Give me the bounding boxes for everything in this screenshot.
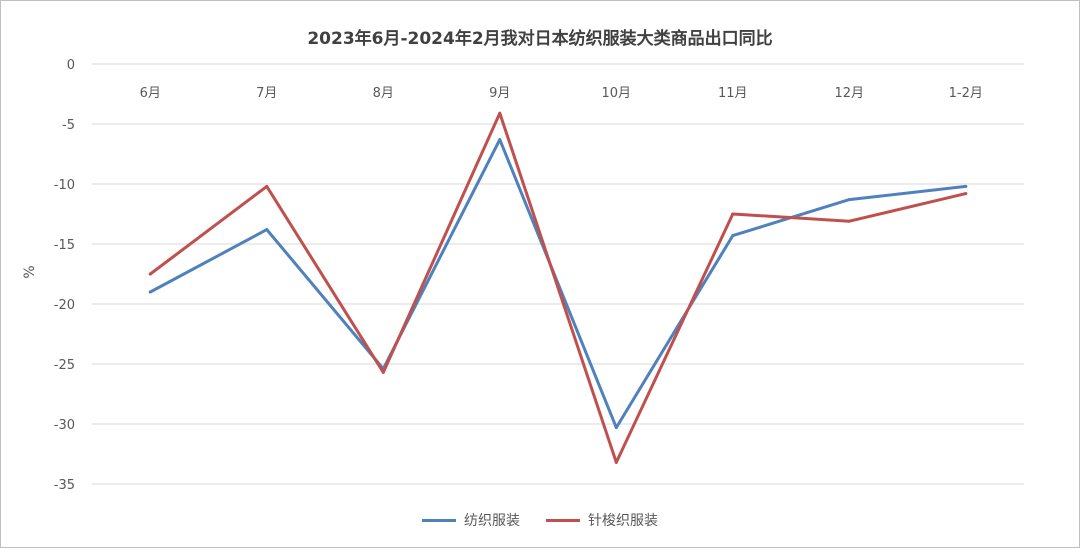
x-axis-ticks: 6月 7月 8月 9月 10月 11月 12月 1-2月	[140, 86, 983, 101]
x-tick-label-1: 7月	[256, 86, 277, 101]
y-tick-label-1: -5	[62, 118, 75, 133]
x-tick-label-4: 10月	[601, 86, 631, 101]
y-axis-ticks: 0 -5 -10 -15 -20 -25 -30 -35	[54, 58, 75, 493]
x-tick-label-0: 6月	[140, 86, 161, 101]
y-axis-label: %	[22, 265, 38, 278]
series-0-point-1	[265, 228, 269, 232]
series-0-point-6	[847, 198, 851, 202]
y-tick-label-0: 0	[67, 58, 75, 73]
series-1-point-2	[381, 370, 385, 374]
series-1-point-0	[148, 272, 152, 276]
y-tick-label-2: -10	[54, 178, 75, 193]
y-tick-label-3: -15	[54, 238, 75, 253]
series-0-point-7	[964, 184, 968, 188]
x-tick-label-5: 11月	[718, 86, 748, 101]
legend-swatch-1	[546, 518, 580, 522]
series-line-1	[148, 111, 968, 464]
legend-item-0: 纺织服装	[422, 510, 520, 530]
series-1-point-4	[614, 460, 618, 464]
series-1-point-5	[731, 212, 735, 216]
legend: 纺织服装 针梭织服装	[0, 510, 1080, 530]
series-0-point-4	[614, 426, 618, 430]
legend-label-0: 纺织服装	[464, 513, 520, 529]
y-tick-label-7: -35	[54, 478, 75, 493]
legend-label-1: 针梭织服装	[588, 513, 658, 529]
x-tick-label-6: 12月	[834, 86, 864, 101]
gridlines	[92, 63, 1024, 485]
series-0-point-0	[148, 290, 152, 294]
series-1-point-3	[498, 111, 502, 115]
series-0-point-3	[498, 138, 502, 142]
series-1-point-6	[847, 219, 851, 223]
series-1-point-1	[265, 184, 269, 188]
x-tick-label-7: 1-2月	[949, 86, 983, 101]
chart-title: 2023年6月-2024年2月我对日本纺织服装大类商品出口同比	[307, 29, 773, 49]
series-0-point-5	[731, 234, 735, 238]
x-tick-label-2: 8月	[373, 86, 394, 101]
y-tick-label-4: -20	[54, 298, 75, 313]
series-1-point-7	[964, 192, 968, 196]
series-lines	[148, 111, 968, 464]
y-tick-label-6: -30	[54, 418, 75, 433]
x-tick-label-3: 9月	[489, 86, 510, 101]
y-tick-label-5: -25	[54, 358, 75, 373]
legend-swatch-0	[422, 518, 456, 522]
legend-item-1: 针梭织服装	[546, 510, 658, 530]
